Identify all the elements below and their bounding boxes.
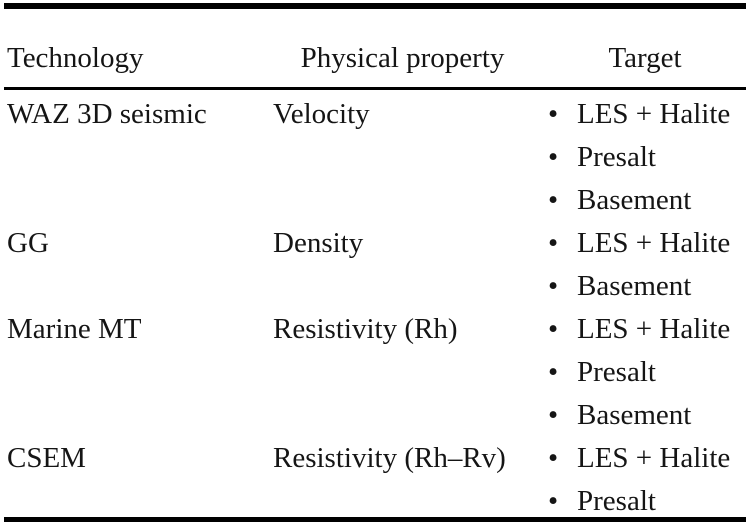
table-bottom-rule [4, 517, 746, 522]
target-list-item: • LES + Halite [548, 308, 750, 351]
bullet-icon: • [548, 399, 559, 431]
bullet-icon: • [548, 313, 559, 345]
column-header-physical-property: Physical property [300, 42, 505, 74]
target-label: Presalt [577, 485, 656, 517]
bullet-icon: • [548, 184, 559, 216]
target-label: Basement [577, 270, 692, 302]
technology-cell: Marine MT [7, 313, 142, 345]
target-list-item: • Presalt [548, 351, 750, 394]
physical-property-cell: Velocity [273, 98, 370, 130]
physical-property-cell: Resistivity (Rh) [273, 313, 458, 345]
table-row: Marine MT Resistivity (Rh) • LES + Halit… [0, 308, 750, 437]
target-cell: • LES + Halite • Basement [540, 222, 750, 308]
technology-cell: WAZ 3D seismic [7, 98, 207, 130]
physical-property-cell: Resistivity (Rh–Rv) [273, 442, 506, 474]
bullet-icon: • [548, 98, 559, 130]
bullet-icon: • [548, 227, 559, 259]
target-label: Basement [577, 184, 692, 216]
target-label: LES + Halite [577, 313, 731, 345]
target-cell: • LES + Halite • Presalt • Basement [540, 308, 750, 437]
table-header-row: Technology Physical property Target [0, 37, 750, 80]
table-row: CSEM Resistivity (Rh–Rv) • LES + Halite … [0, 437, 750, 523]
bullet-icon: • [548, 141, 559, 173]
target-label: Presalt [577, 141, 656, 173]
column-header-target: Target [608, 42, 682, 74]
target-list-item: • LES + Halite [548, 93, 750, 136]
table-body: WAZ 3D seismic Velocity • LES + Halite •… [0, 93, 750, 523]
bullet-icon: • [548, 356, 559, 388]
target-label: Presalt [577, 356, 656, 388]
bullet-icon: • [548, 442, 559, 474]
target-label: Basement [577, 399, 692, 431]
target-list-item: • Basement [548, 265, 750, 308]
target-label: LES + Halite [577, 98, 731, 130]
target-list-item: • Presalt [548, 480, 750, 523]
physical-property-cell: Density [273, 227, 364, 259]
target-label: LES + Halite [577, 227, 731, 259]
target-list-item: • Basement [548, 179, 750, 222]
bullet-icon: • [548, 485, 559, 517]
bullet-icon: • [548, 270, 559, 302]
target-list-item: • LES + Halite [548, 437, 750, 480]
target-list-item: • Basement [548, 394, 750, 437]
target-cell: • LES + Halite • Presalt • Basement [540, 93, 750, 222]
column-header-technology: Technology [7, 42, 144, 74]
target-cell: • LES + Halite • Presalt [540, 437, 750, 523]
table-header-rule [4, 87, 746, 90]
target-label: LES + Halite [577, 442, 731, 474]
table-top-rule [4, 3, 746, 9]
technology-cell: GG [7, 227, 49, 259]
table-row: GG Density • LES + Halite • Basement [0, 222, 750, 308]
target-list-item: • Presalt [548, 136, 750, 179]
technology-cell: CSEM [7, 442, 86, 474]
target-list-item: • LES + Halite [548, 222, 750, 265]
table-row: WAZ 3D seismic Velocity • LES + Halite •… [0, 93, 750, 222]
